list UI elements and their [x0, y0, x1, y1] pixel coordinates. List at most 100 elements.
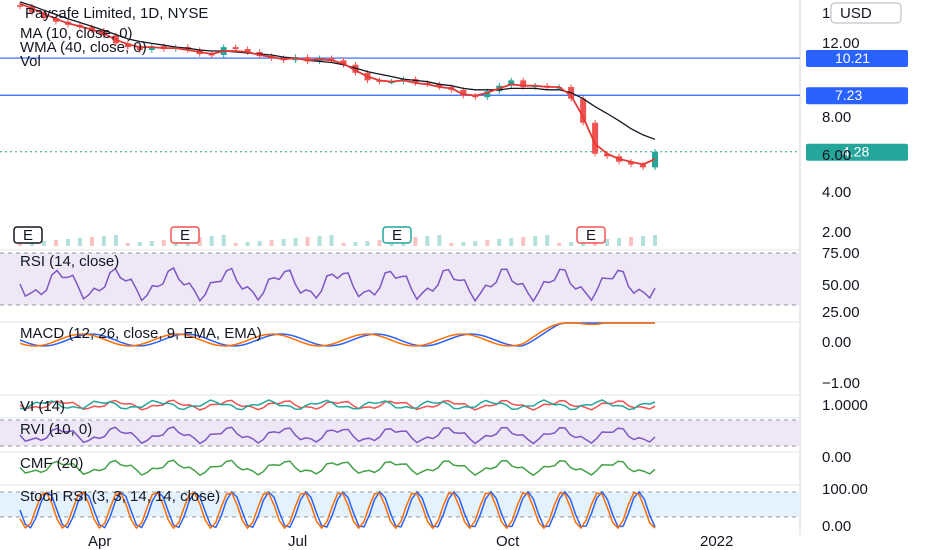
- volume-bar: [281, 239, 286, 246]
- earnings-marker-0[interactable]: [13, 226, 43, 244]
- volume-bar: [461, 242, 466, 246]
- earnings-marker-2[interactable]: [382, 226, 412, 244]
- volume-bar: [197, 237, 202, 246]
- indicator-line-1-1: [19, 322, 655, 347]
- volume-bar: [125, 243, 130, 246]
- pane-tick-1-0: 0.00: [822, 334, 851, 351]
- volume-bar: [653, 235, 657, 246]
- volume-bar: [617, 238, 622, 246]
- volume-bar: [485, 240, 490, 246]
- volume-bar: [18, 243, 22, 246]
- indicator-line-4-0: [19, 459, 656, 477]
- pane-band-3: [0, 420, 800, 446]
- volume-bar: [473, 241, 478, 246]
- pane-band-0: [0, 253, 800, 305]
- candle[interactable]: [244, 49, 251, 52]
- volume-bar: [365, 241, 370, 246]
- volume-bar: [413, 237, 418, 246]
- candle[interactable]: [304, 57, 311, 62]
- volume-bar: [101, 236, 106, 246]
- volume-bar: [557, 243, 562, 246]
- volume-bar: [269, 240, 274, 246]
- indicator-line-3-0: [19, 426, 656, 445]
- earnings-marker-label-2: E: [392, 227, 402, 244]
- price-tick-top-partial: 1: [822, 5, 830, 22]
- volume-bar: [245, 242, 250, 246]
- x-tick-Jul: Jul: [288, 533, 307, 550]
- volume-bar: [437, 235, 442, 246]
- volume-bar: [233, 243, 238, 246]
- volume-bar: [149, 241, 154, 246]
- volume-bar: [161, 240, 166, 246]
- indicator-line-5-1: [19, 491, 656, 530]
- volume-bar: [305, 237, 310, 246]
- candle[interactable]: [520, 80, 527, 88]
- price-tick-2-00: 2.00: [822, 224, 851, 241]
- indicator-line-2-0: [19, 399, 656, 411]
- candle[interactable]: [628, 161, 635, 165]
- symbol-title: Paysafe Limited, 1D, NYSE: [25, 5, 208, 22]
- x-tick-Apr: Apr: [88, 533, 111, 550]
- level-badge-label-1: 7.23: [835, 87, 862, 103]
- candle[interactable]: [232, 47, 239, 50]
- pane-label-1: MACD (12, 26, close, 9, EMA, EMA): [20, 325, 262, 342]
- candle[interactable]: [148, 46, 155, 51]
- candle[interactable]: [436, 84, 443, 88]
- pane-label-3: RVI (10, 0): [20, 421, 92, 438]
- last-price-badge: [806, 143, 908, 161]
- volume-bar: [521, 237, 526, 246]
- candle[interactable]: [340, 60, 347, 65]
- candle[interactable]: [640, 164, 647, 168]
- volume-bar: [341, 243, 346, 246]
- volume-bar: [53, 240, 58, 246]
- pane-label-0: RSI (14, close): [20, 253, 119, 270]
- volume-bar: [77, 238, 82, 246]
- volume-bar: [533, 236, 538, 246]
- volume-bar: [257, 241, 262, 246]
- level-badge-label-0: 10.21: [835, 50, 870, 66]
- volume-bar: [113, 235, 118, 246]
- level-badge-0: [806, 50, 908, 68]
- pane-label-5: Stoch RSI (3, 3, 14, 14, close): [20, 488, 220, 505]
- pane-tick-0-0: 75.00: [822, 245, 860, 262]
- volume-bar: [209, 236, 214, 246]
- pane-band-5: [0, 492, 800, 517]
- volume-bar: [293, 238, 298, 246]
- candle[interactable]: [136, 47, 143, 51]
- volume-bar: [41, 241, 46, 246]
- candle[interactable]: [604, 153, 611, 157]
- candle[interactable]: [580, 98, 587, 123]
- pane-tick-0-1: 50.00: [822, 277, 860, 294]
- candle[interactable]: [52, 18, 59, 22]
- candle[interactable]: [460, 89, 467, 96]
- earnings-marker-3[interactable]: [576, 226, 606, 244]
- currency-button[interactable]: [830, 2, 902, 24]
- pane-tick-4-0: 0.00: [822, 449, 851, 466]
- pane-label-4: CMF (20): [20, 455, 83, 472]
- candle[interactable]: [124, 43, 131, 48]
- candle[interactable]: [592, 122, 599, 154]
- volume-bar: [29, 242, 34, 246]
- price-tick-4-00: 4.00: [822, 184, 851, 201]
- candle[interactable]: [40, 12, 47, 19]
- volume-bar: [497, 239, 502, 246]
- candle[interactable]: [328, 58, 335, 61]
- candle[interactable]: [17, 5, 23, 7]
- last-price-badge-label: 4.28: [842, 144, 869, 160]
- pane-tick-2-0: 1.0000: [822, 397, 868, 414]
- candle[interactable]: [484, 91, 491, 98]
- earnings-marker-label-0: E: [23, 227, 33, 244]
- x-tick-Oct: Oct: [496, 533, 520, 550]
- candle[interactable]: [508, 80, 515, 86]
- earnings-marker-label-1: E: [180, 227, 190, 244]
- volume-bar: [641, 236, 646, 246]
- ma-line: [19, 2, 656, 166]
- candle[interactable]: [28, 6, 35, 13]
- volume-bar: [545, 235, 550, 246]
- earnings-marker-1[interactable]: [170, 226, 200, 244]
- earnings-marker-label-3: E: [586, 227, 596, 244]
- volume-bar: [353, 242, 358, 246]
- volume-bar: [221, 235, 226, 246]
- volume-bar: [329, 235, 334, 246]
